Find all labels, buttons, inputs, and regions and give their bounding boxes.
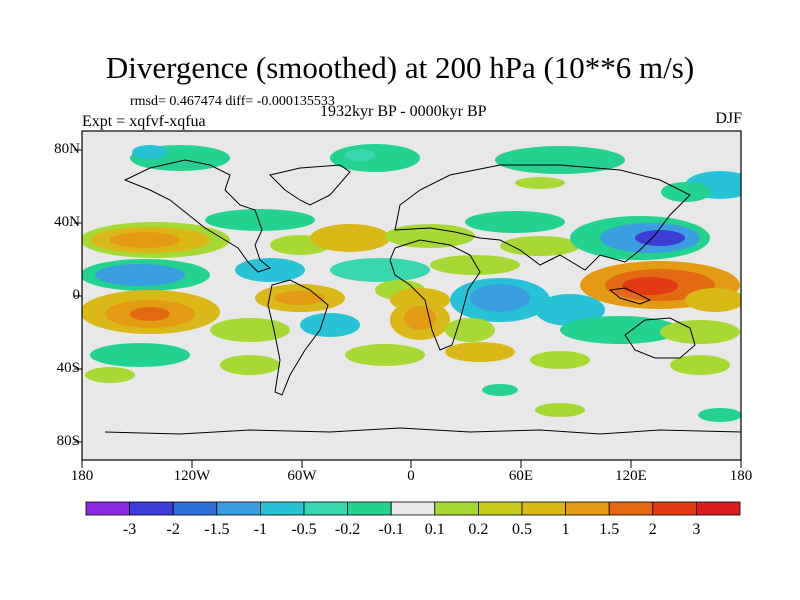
field-patch	[698, 408, 741, 422]
map-title: Divergence (smoothed) at 200 hPa (10**6 …	[105, 50, 695, 85]
colorbar-tick-label: 3	[692, 521, 701, 538]
field-patch	[205, 209, 315, 231]
lon-label-60e: 60E	[508, 468, 534, 484]
colorbar-swatch	[477, 501, 523, 516]
field-patch	[235, 258, 305, 282]
colorbar-tick-label: -2	[166, 521, 180, 538]
field-patch	[660, 320, 740, 344]
period-label: 1932kyr BP - 0000kyr BP	[320, 103, 487, 120]
field-patch	[635, 230, 685, 246]
field-patch	[482, 384, 518, 396]
field-patch	[530, 351, 590, 369]
lon-label-120w: 120W	[173, 468, 211, 484]
colorbar-tick-label: -1.5	[204, 521, 230, 538]
colorbar-tick-label: 2	[648, 521, 657, 538]
colorbar-swatch	[696, 501, 741, 516]
lon-label-60w: 60W	[287, 468, 317, 484]
field-patch	[670, 355, 730, 375]
field-patch	[560, 316, 680, 344]
colorbar-tick-label: -0.1	[378, 521, 404, 538]
coastlines	[104, 159, 741, 435]
field-patch	[130, 307, 170, 321]
field-patch	[90, 343, 190, 367]
colorbar-tick-label: -1	[253, 521, 268, 538]
colorbar-swatch	[216, 501, 261, 516]
lon-label-180w: 180	[70, 468, 94, 484]
field-patch	[345, 344, 425, 366]
greenland-coast	[269, 164, 351, 206]
field-patch	[210, 318, 290, 342]
north-america-coast	[123, 159, 272, 273]
lat-label-40n: 40N	[54, 214, 80, 230]
colorbar-swatch	[85, 501, 130, 516]
field-patch	[95, 264, 185, 286]
south-america-coast	[267, 279, 329, 396]
field-patch	[465, 211, 565, 233]
field-patch	[310, 224, 390, 252]
colorbar-swatch	[172, 501, 218, 516]
colorbar-swatch	[303, 501, 348, 516]
eurasia-coast	[394, 164, 691, 271]
field-patch	[132, 145, 168, 159]
colorbar-swatch	[565, 501, 610, 516]
field-patch	[535, 403, 585, 417]
field-patch	[300, 313, 360, 337]
field-patch	[470, 284, 530, 312]
colorbar-tick-label: 0.2	[468, 521, 489, 538]
colorbar-tick-label: -0.5	[291, 521, 317, 538]
colorbar-swatch	[347, 501, 392, 516]
colorbar-tick-label: -3	[122, 521, 137, 538]
field-patch	[495, 146, 625, 174]
colorbar-swatch	[129, 501, 174, 516]
lon-label-180e: 180	[729, 468, 753, 484]
field-patch	[345, 149, 375, 161]
lat-label-0: 0	[72, 287, 81, 303]
colorbar-swatch	[259, 501, 305, 516]
colorbar-tick-label: 1.5	[599, 521, 620, 538]
colorbar-swatch	[521, 501, 566, 516]
lat-label-40s: 40S	[56, 360, 80, 376]
antarctica-coast	[104, 427, 741, 435]
colorbar-tick-label: -0.2	[334, 521, 361, 538]
lon-label-0: 0	[407, 468, 415, 484]
field-patch	[622, 277, 678, 295]
field-patch	[500, 236, 580, 256]
colorbar	[85, 501, 741, 516]
maritime-continent-coast	[608, 287, 652, 305]
field-patch	[385, 224, 475, 248]
field-patch	[85, 367, 135, 383]
field-patch	[330, 258, 430, 282]
colorbar-tick-label: 1	[561, 521, 570, 538]
axis-ticks	[74, 149, 742, 468]
field-patch	[220, 355, 280, 375]
field-patch	[445, 318, 495, 342]
colorbar-swatch	[652, 501, 697, 516]
field-patch	[275, 291, 325, 305]
field-patch	[430, 255, 520, 275]
colorbar-swatch	[390, 501, 436, 516]
colorbar-tick-label: 0.1	[424, 521, 445, 538]
colorbar-swatch	[608, 501, 654, 516]
africa-coast	[389, 239, 481, 351]
field-patch	[110, 232, 180, 248]
colorbar-tick-label: 0.5	[512, 521, 532, 538]
field-patch	[515, 177, 565, 189]
colorbar-swatch	[434, 501, 479, 516]
lat-label-80s: 80S	[56, 433, 80, 449]
australia-coast	[624, 317, 696, 359]
lon-label-120e: 120E	[615, 468, 647, 484]
field-patch	[685, 288, 741, 312]
statistics-text: rmsd= 0.467474 diff= -0.000135533	[130, 94, 335, 109]
season-label: DJF	[715, 110, 742, 127]
divergence-field	[82, 144, 741, 422]
field-patch	[445, 342, 515, 362]
field-patch	[535, 294, 605, 326]
lat-label-80n: 80N	[54, 141, 80, 157]
experiment-label: Expt = xqfvf-xqfua	[82, 113, 206, 130]
